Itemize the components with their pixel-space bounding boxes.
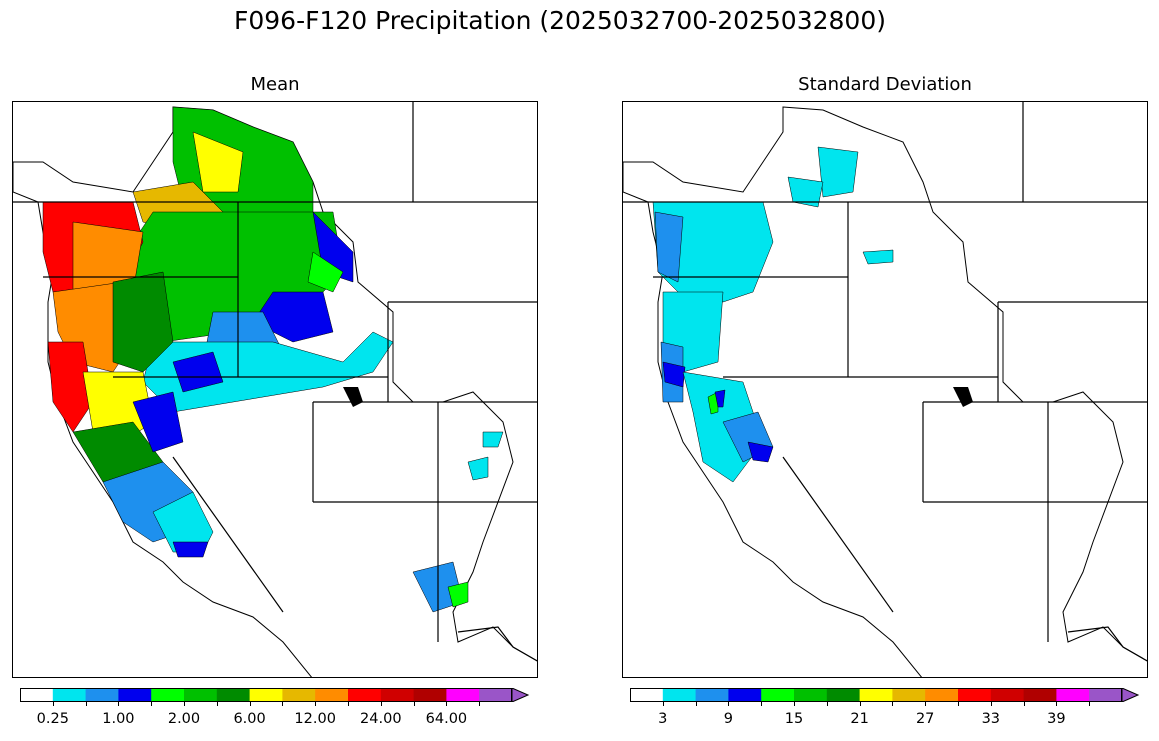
colorbar-tick-label: 1.00: [102, 711, 135, 727]
state-boundaries: [623, 102, 1147, 662]
state-boundaries: [13, 102, 537, 662]
colorbar-tick: [151, 702, 153, 706]
colorbar-segment: [348, 688, 382, 702]
colorbar-tick: [52, 702, 54, 706]
colorbar-segment: [282, 688, 316, 702]
colorbar-tick-label: 24.00: [360, 711, 402, 727]
stddev-panel-title: Standard Deviation: [798, 74, 972, 95]
colorbar-tick-label: 21: [850, 711, 869, 727]
stddev-map: [622, 101, 1148, 678]
colorbar-segment: [380, 688, 415, 702]
colorbar-tick-label: 39: [1047, 711, 1066, 727]
colorbar-segment: [151, 688, 185, 702]
colorbar-segment: [728, 688, 762, 702]
colorbar-segment: [859, 688, 893, 702]
stddev-colorbar: [630, 688, 1140, 702]
colorbar-tick: [479, 702, 481, 706]
colorbar-segment: [315, 688, 349, 702]
colorbar-segment: [479, 688, 513, 702]
mean-map-canvas: [13, 102, 537, 677]
colorbar-tick: [184, 702, 185, 706]
stddev-field: [652, 146, 894, 483]
colorbar-tick: [216, 702, 218, 706]
colorbar-extend-arrow: [1121, 688, 1140, 702]
colorbar-tick-label: 12.00: [294, 711, 336, 727]
colorbar-tick-label: 0.25: [36, 711, 69, 727]
colorbar-segment: [794, 688, 828, 702]
mean-panel-title: Mean: [250, 74, 300, 95]
colorbar-tick: [446, 702, 448, 706]
colorbar-segment: [249, 688, 283, 702]
lake: [343, 387, 363, 407]
colorbar-extend-arrow: [511, 688, 530, 702]
colorbar-tick: [1056, 702, 1058, 706]
colorbar-segment: [1089, 688, 1123, 702]
colorbar-segment: [761, 688, 795, 702]
colorbar-segment: [85, 688, 119, 702]
colorbar-segment: [630, 688, 664, 702]
colorbar-tick-label: 9: [723, 711, 734, 727]
colorbar-tick: [413, 702, 415, 706]
colorbar-tick: [990, 702, 992, 706]
colorbar-tick-label: 27: [915, 711, 935, 727]
colorbar-tick: [859, 702, 861, 706]
colorbar-segment: [990, 688, 1025, 702]
colorbar-segment: [1056, 688, 1090, 702]
colorbar-tick-label: 6.00: [233, 711, 266, 727]
colorbar-segment: [118, 688, 152, 702]
colorbar-segment: [1023, 688, 1057, 702]
colorbar-tick-label: 33: [981, 711, 1001, 727]
colorbar-tick: [958, 702, 959, 706]
colorbar-segment: [446, 688, 480, 702]
colorbar-segment: [925, 688, 959, 702]
figure-title: F096-F120 Precipitation (2025032700-2025…: [233, 6, 886, 35]
colorbar-segment: [662, 688, 697, 702]
colorbar-segment: [695, 688, 729, 702]
colorbar-segment: [216, 688, 251, 702]
lake: [953, 387, 973, 407]
colorbar-tick: [85, 702, 87, 706]
colorbar-tick: [348, 702, 349, 706]
colorbar-tick: [315, 702, 317, 706]
colorbar-tick: [249, 702, 251, 706]
colorbar-segment: [892, 688, 926, 702]
colorbar-segment: [52, 688, 87, 702]
colorbar-tick: [1023, 702, 1025, 706]
colorbar-tick: [380, 702, 382, 706]
colorbar-tick: [826, 702, 828, 706]
colorbar-outline: [630, 688, 1122, 702]
colorbar-segment: [20, 688, 54, 702]
stddev-map-canvas: [623, 102, 1147, 677]
colorbar-tick: [282, 702, 284, 706]
colorbar-tick-label: 15: [784, 711, 804, 727]
colorbar-tick: [728, 702, 730, 706]
colorbar-outline: [20, 688, 512, 702]
colorbar-tick: [892, 702, 894, 706]
colorbar-segment: [958, 688, 992, 702]
colorbar-tick: [794, 702, 795, 706]
mean-colorbar: [20, 688, 530, 702]
colorbar-segment: [826, 688, 861, 702]
colorbar-tick: [662, 702, 664, 706]
colorbar-tick-label: 3: [658, 711, 668, 727]
colorbar-tick-label: 64.00: [425, 711, 468, 727]
colorbar-tick: [1089, 702, 1091, 706]
colorbar-segment: [413, 688, 447, 702]
colorbar-tick: [761, 702, 763, 706]
mean-map: [12, 101, 538, 678]
colorbar-tick: [695, 702, 697, 706]
colorbar-tick-label: 2.00: [167, 711, 201, 727]
colorbar-segment: [184, 688, 218, 702]
colorbar-tick: [925, 702, 927, 706]
colorbar-tick: [118, 702, 120, 706]
